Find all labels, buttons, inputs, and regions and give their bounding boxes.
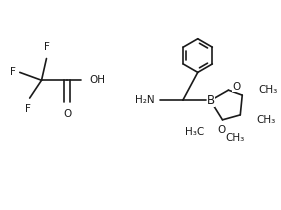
- Text: F: F: [44, 42, 49, 52]
- Text: H₂N: H₂N: [135, 95, 154, 105]
- Text: CH₃: CH₃: [258, 85, 277, 95]
- Text: CH₃: CH₃: [226, 133, 245, 143]
- Text: OH: OH: [89, 75, 105, 85]
- Text: F: F: [10, 67, 16, 77]
- Text: B: B: [207, 94, 215, 106]
- Text: H₃C: H₃C: [185, 127, 205, 137]
- Text: F: F: [25, 104, 31, 114]
- Text: O: O: [63, 109, 71, 119]
- Text: CH₃: CH₃: [256, 115, 275, 125]
- Text: O: O: [217, 125, 226, 135]
- Text: O: O: [232, 82, 241, 92]
